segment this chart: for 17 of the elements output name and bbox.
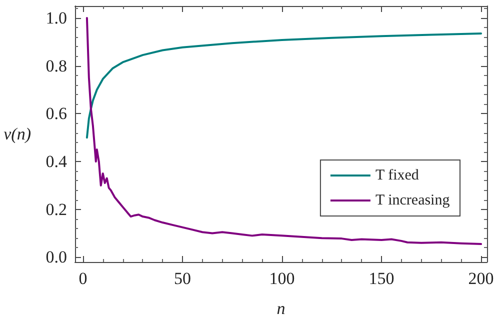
- y-tick-label: 0.4: [46, 152, 68, 172]
- y-tick-label: 0.0: [46, 248, 67, 267]
- y-axis-title: v(n): [4, 124, 32, 144]
- x-tick-label: 50: [174, 269, 191, 288]
- x-tick-label: 200: [468, 269, 494, 288]
- y-tick-label: 0.2: [46, 200, 67, 219]
- y-tick-label: 0.8: [46, 56, 67, 76]
- line-series: [86, 16, 482, 246]
- x-tick-label: 150: [368, 269, 394, 288]
- line-series: [86, 32, 482, 139]
- x-tick-label: 100: [269, 269, 295, 288]
- legend-label: T fixed: [375, 168, 420, 184]
- legend-label: T increasing: [375, 192, 450, 208]
- x-axis-title: n: [276, 299, 286, 318]
- y-tick-label: 0.6: [46, 104, 67, 124]
- x-tick-label: 0: [78, 269, 88, 288]
- y-tick-label: 1.0: [46, 8, 67, 28]
